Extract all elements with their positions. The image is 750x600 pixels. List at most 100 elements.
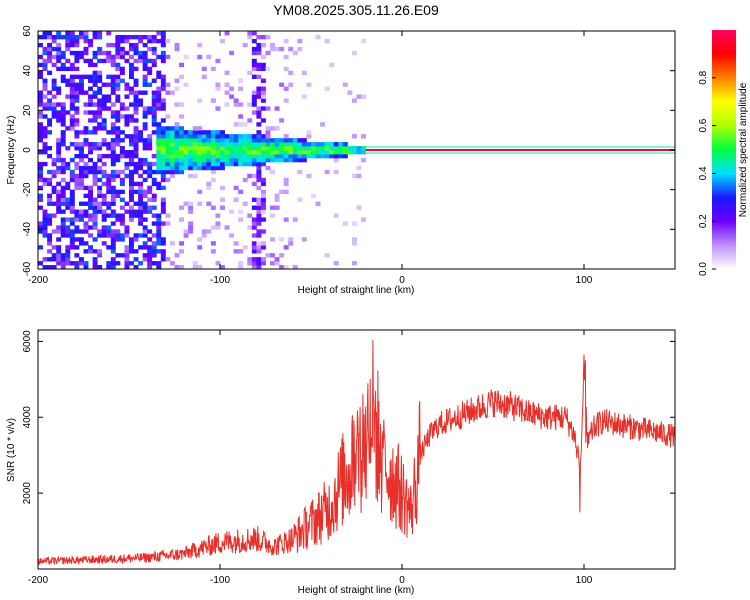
heatmap-cell (133, 118, 139, 123)
heatmap-cell (83, 165, 89, 171)
heatmap-cell (251, 205, 257, 210)
heatmap-cell (174, 86, 180, 91)
heatmap-cell (92, 181, 98, 187)
heatmap-cell (78, 31, 84, 36)
heatmap-cell (42, 134, 48, 139)
heatmap-cell (215, 261, 221, 266)
heatmap-cell (133, 50, 139, 56)
heatmap-cell (60, 102, 66, 107)
heatmap-cell (333, 146, 339, 151)
heatmap-cell (124, 165, 130, 171)
heatmap-cell (242, 122, 248, 127)
heatmap-cell (356, 150, 362, 155)
heatmap-cell (197, 142, 203, 147)
heatmap-cell (38, 221, 43, 226)
heatmap-cell (69, 173, 75, 179)
heatmap-cell (69, 98, 75, 103)
heatmap-cell (92, 110, 98, 115)
heatmap-cell (78, 142, 84, 147)
heatmap-cell (147, 245, 153, 250)
heatmap-cell (206, 201, 212, 206)
heatmap-cell (160, 241, 166, 246)
heatmap-cell (347, 146, 353, 151)
heatmap-cell (347, 90, 353, 95)
heatmap-cell (133, 209, 139, 214)
heatmap-cell (47, 42, 53, 48)
heatmap-cell (220, 185, 225, 191)
heatmap-cell (92, 237, 98, 242)
heatmap-cell (110, 221, 116, 226)
heatmap-cell (256, 50, 262, 56)
heatmap-cell (106, 213, 112, 218)
heatmap-cell (101, 142, 107, 147)
heatmap-cell (292, 138, 298, 143)
heatmap-cell (260, 217, 266, 222)
heatmap-cell (301, 70, 307, 76)
heatmap-cell (220, 265, 225, 269)
heatmap-cell (197, 146, 203, 151)
heatmap-cell (256, 122, 262, 127)
heatmap-cell (238, 122, 244, 127)
heatmap-cell (351, 237, 357, 242)
heatmap-cell (65, 82, 71, 87)
heatmap-cell (260, 118, 266, 123)
heatmap-cell (60, 261, 66, 266)
heatmap-cell (97, 146, 103, 151)
heatmap-cell (133, 189, 139, 195)
heatmap-cell (106, 31, 112, 36)
heatmap-cell (83, 173, 89, 179)
heatmap-cell (83, 153, 89, 159)
heatmap-cell (251, 150, 257, 155)
heatmap-cell (106, 177, 112, 183)
heatmap-cell (238, 217, 244, 222)
heatmap-cell (260, 62, 266, 68)
heatmap-cell (197, 157, 203, 163)
heatmap-cell (270, 42, 275, 48)
heatmap-cell (151, 50, 157, 56)
heatmap-cell (129, 193, 134, 198)
heatmap-cell (74, 153, 80, 159)
heatmap-cell (69, 261, 75, 266)
heatmap-cell (92, 213, 98, 218)
heatmap-cell (83, 126, 89, 131)
heatmap-cell (251, 90, 257, 95)
heatmap-cell (69, 62, 75, 68)
heatmap-cell (74, 165, 80, 171)
heatmap-cell (124, 161, 130, 167)
heatmap-cell (78, 209, 84, 214)
colorbar-tick-label: 0.2 (698, 214, 709, 228)
heatmap-cell (260, 78, 266, 83)
heatmap-cell (38, 102, 43, 107)
heatmap-cell (106, 173, 112, 179)
heatmap-cell (69, 90, 75, 95)
heatmap-cell (65, 233, 71, 238)
heatmap-cell (156, 225, 162, 230)
heatmap-cell (133, 98, 139, 103)
colorbar-gradient (712, 30, 736, 269)
heatmap-cell (60, 177, 66, 183)
heatmap-cell (201, 138, 207, 143)
heatmap-cell (256, 42, 262, 48)
heatmap-cell (192, 138, 198, 143)
heatmap-cell (133, 94, 139, 99)
heatmap-cell (74, 146, 80, 151)
heatmap-cell (229, 161, 235, 167)
y-tick-label: -60 (22, 261, 33, 276)
heatmap-cell (311, 150, 316, 155)
heatmap-cell (179, 161, 184, 167)
heatmap-cell (42, 257, 48, 262)
heatmap-cell (215, 142, 221, 147)
heatmap-cell (288, 157, 294, 163)
heatmap-cell (342, 146, 348, 151)
heatmap-cell (142, 257, 148, 262)
heatmap-cell (260, 86, 266, 91)
heatmap-cell (274, 261, 280, 266)
heatmap-cell (215, 138, 221, 143)
heatmap-cell (156, 122, 162, 127)
heatmap-cell (260, 157, 266, 163)
heatmap-cell (270, 138, 275, 143)
heatmap-cell (147, 189, 153, 195)
heatmap-cell (133, 138, 139, 143)
